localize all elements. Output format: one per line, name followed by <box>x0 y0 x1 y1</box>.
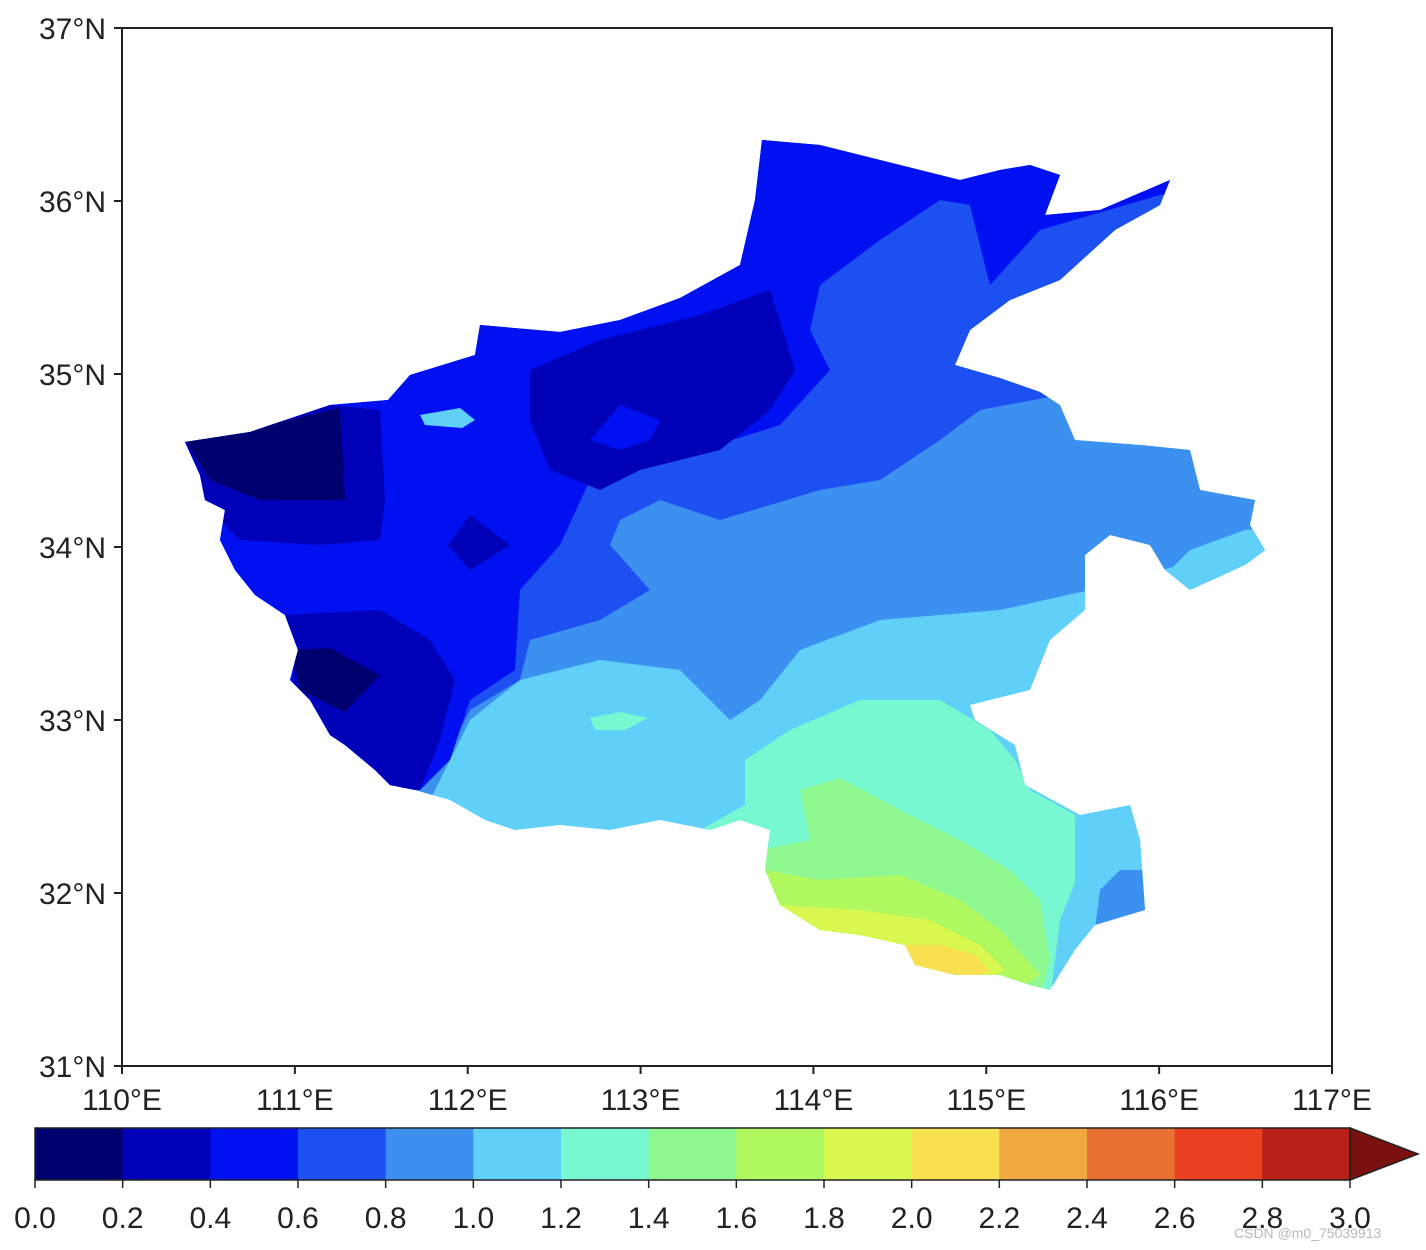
colorbar-label: 1.0 <box>452 1202 494 1235</box>
colorbar-swatch <box>999 1128 1088 1180</box>
y-tick-label: 34°N <box>39 532 106 565</box>
colorbar-swatch <box>736 1128 825 1180</box>
y-tick-label: 35°N <box>39 359 106 392</box>
colorbar-label: 0.0 <box>14 1202 56 1235</box>
colorbar-swatch <box>911 1128 1000 1180</box>
colorbar-label: 0.6 <box>277 1202 319 1235</box>
x-axis: 110°E 111°E 112°E 113°E 114°E 115°E 116°E 117°E <box>82 1066 1372 1117</box>
y-tick-label: 36°N <box>39 186 106 219</box>
colorbar-label: 3.0 <box>1329 1202 1371 1235</box>
colorbar-label: 2.6 <box>1154 1202 1196 1235</box>
x-tick-label: 116°E <box>1119 1084 1199 1117</box>
colorbar-swatch <box>648 1128 737 1180</box>
colorbar-label: 1.4 <box>628 1202 670 1235</box>
colorbar-swatch <box>385 1128 474 1180</box>
colorbar-label: 1.6 <box>715 1202 757 1235</box>
colorbar-swatch <box>473 1128 562 1180</box>
colorbar-swatch <box>824 1128 913 1180</box>
colorbar-extend-arrow <box>1349 1126 1421 1182</box>
colorbar-label: 2.2 <box>978 1202 1020 1235</box>
x-tick-label: 113°E <box>601 1084 681 1117</box>
x-tick-label: 112°E <box>428 1084 508 1117</box>
colorbar-label: 0.2 <box>102 1202 144 1235</box>
colorbar-label: 2.8 <box>1241 1202 1283 1235</box>
watermark: CSDN @m0_75039913 <box>1234 1225 1382 1241</box>
y-tick-label: 31°N <box>39 1051 106 1084</box>
y-tick-label: 37°N <box>39 13 106 46</box>
colorbar-swatch <box>561 1128 650 1180</box>
colorbar: 0.0 0.2 0.4 0.6 0.8 1.0 1.2 1.4 1.6 1.8 2.0 2.2 2.4 2… <box>14 1126 1421 1235</box>
colorbar-label: 2.4 <box>1066 1202 1108 1235</box>
x-tick-label: 117°E <box>1292 1084 1372 1117</box>
colorbar-swatch <box>298 1128 387 1180</box>
colorbar-label: 1.2 <box>540 1202 582 1235</box>
colorbar-swatch <box>122 1128 211 1180</box>
x-tick-label: 114°E <box>774 1084 854 1117</box>
x-tick-label: 115°E <box>946 1084 1026 1117</box>
colorbar-swatch <box>210 1128 299 1180</box>
colorbar-swatch <box>1174 1128 1263 1180</box>
y-tick-label: 33°N <box>39 705 106 738</box>
y-tick-label: 32°N <box>39 878 106 911</box>
y-axis: 31°N 32°N 33°N 34°N 35°N 36°N 37°N <box>39 13 122 1084</box>
x-tick-label: 110°E <box>82 1084 162 1117</box>
colorbar-label: 2.0 <box>891 1202 933 1235</box>
colorbar-frame <box>34 1127 1351 1181</box>
x-tick-label: 111°E <box>256 1084 334 1117</box>
colorbar-label: 0.8 <box>365 1202 407 1235</box>
colorbar-swatch <box>1087 1128 1176 1180</box>
colorbar-label: 1.8 <box>803 1202 845 1235</box>
colorbar-swatch <box>35 1128 124 1180</box>
colorbar-label: 0.4 <box>189 1202 231 1235</box>
colorbar-swatch <box>1262 1128 1351 1180</box>
